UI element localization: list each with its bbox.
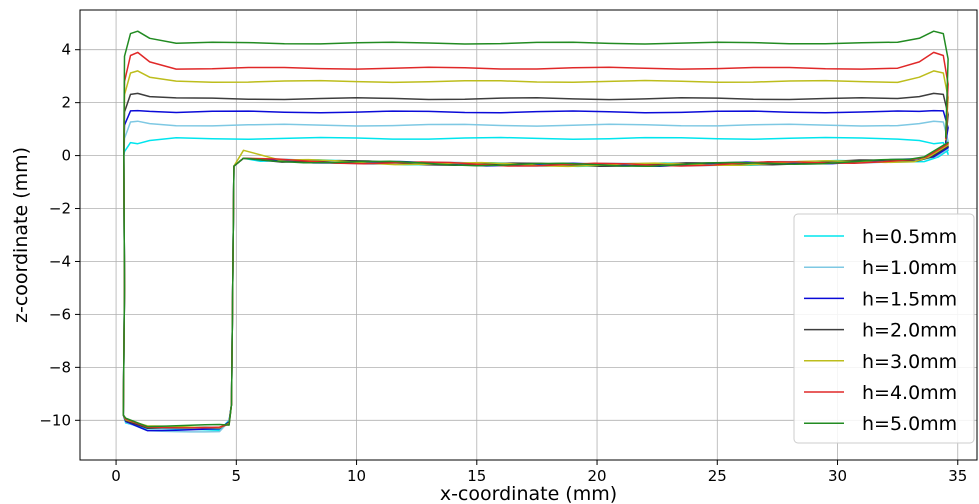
legend-label: h=3.0mm: [862, 351, 957, 373]
x-tick-label: 25: [708, 467, 727, 485]
legend: h=0.5mm h=1.0mm h=1.5mm h=2.0mm h=3.0mm h=4.0…: [793, 213, 975, 444]
legend-label: h=0.5mm: [862, 226, 957, 248]
legend-label: h=4.0mm: [862, 382, 957, 404]
series-layer: [122, 30, 949, 433]
x-tick-label: 15: [467, 467, 486, 485]
legend-label: h=1.5mm: [862, 288, 957, 310]
series-line-h-5-0mm: [122, 30, 949, 428]
x-tick-label: 0: [111, 467, 121, 485]
plot-frame: [79, 9, 978, 461]
series-line-h-4-0mm: [122, 51, 949, 429]
y-tick-label: −8: [49, 358, 71, 376]
x-tick-label: 10: [347, 467, 366, 485]
legend-label: h=1.0mm: [862, 257, 957, 279]
y-tick-label: 4: [61, 41, 71, 59]
y-tick-label: −10: [39, 411, 71, 429]
x-axis-label: x-coordinate (mm): [440, 483, 617, 504]
legend-label: h=2.0mm: [862, 320, 957, 342]
x-tick-label: 20: [587, 467, 606, 485]
y-tick-label: −6: [49, 305, 71, 323]
x-tick-label: 35: [948, 467, 967, 485]
x-tick-label: 30: [828, 467, 847, 485]
y-tick-label: 2: [61, 94, 71, 112]
x-axis-ticks: 0 5 10 15 20 25 30 35: [111, 460, 967, 485]
y-tick-label: −2: [49, 200, 71, 218]
y-tick-label: 0: [61, 147, 71, 165]
y-axis-label: z-coordinate (mm): [10, 147, 32, 323]
legend-box: [793, 213, 975, 444]
y-axis-ticks: −10 −8 −6 −4 −2 0 2 4: [39, 41, 80, 429]
y-tick-label: −4: [49, 252, 71, 270]
legend-label: h=5.0mm: [862, 413, 957, 435]
x-tick-label: 5: [232, 467, 242, 485]
